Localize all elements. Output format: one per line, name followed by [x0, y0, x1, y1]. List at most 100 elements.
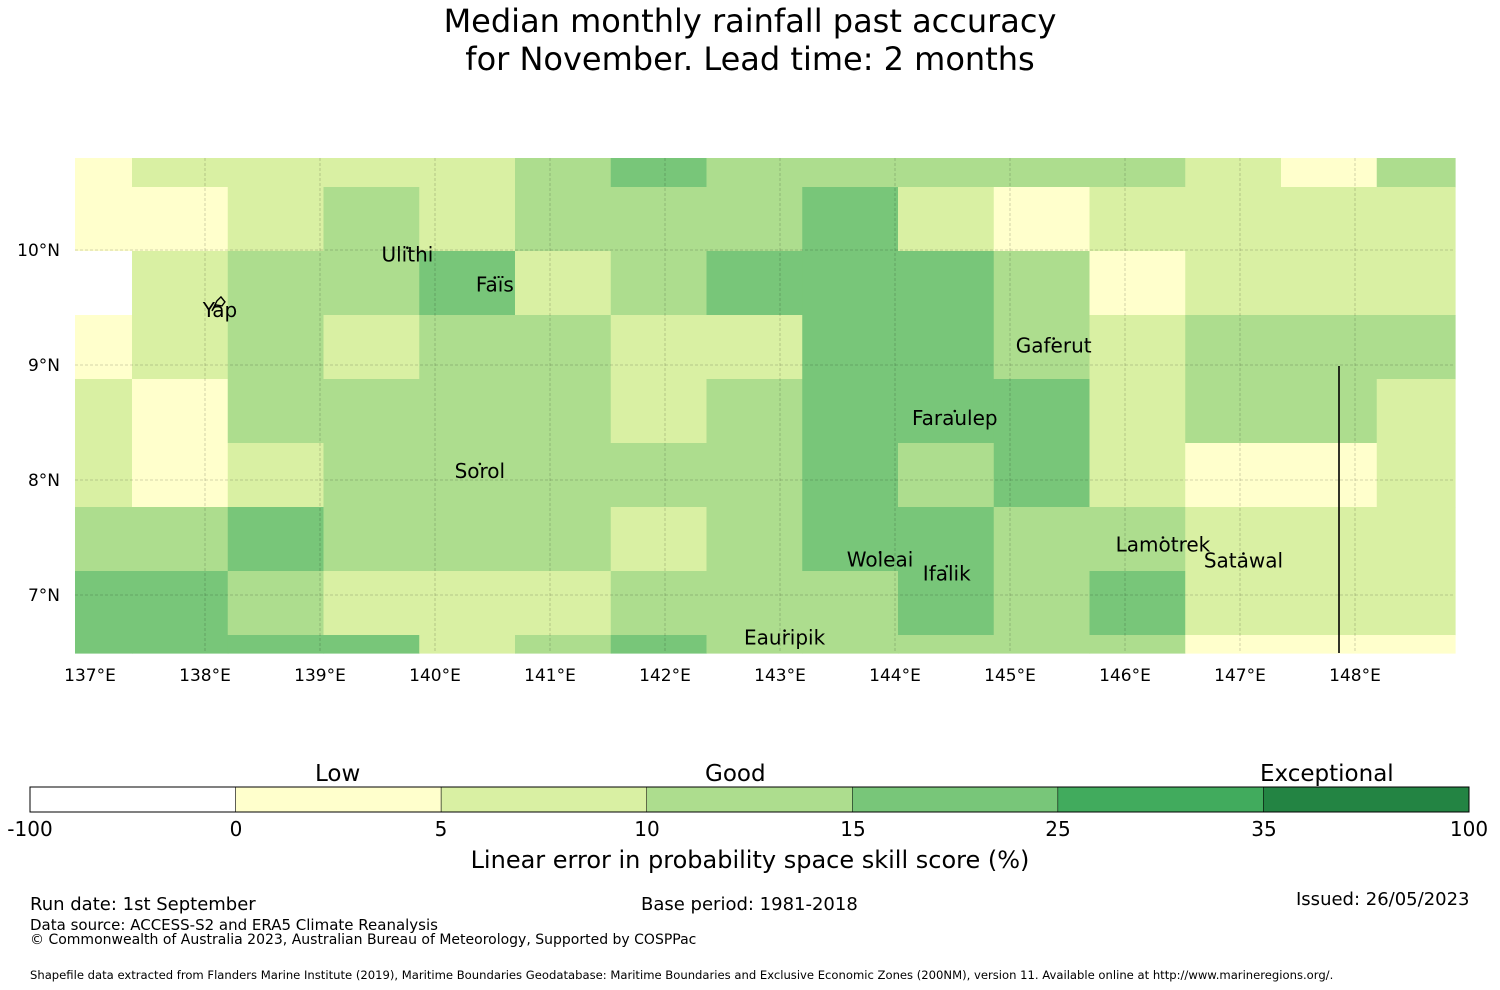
skill-cell: [132, 379, 229, 444]
colorbar-tick: 10: [634, 817, 660, 841]
colorbar-label: Linear error in probability space skill …: [470, 846, 1030, 874]
skill-cell: [993, 507, 1091, 572]
skill-cell: [706, 571, 803, 636]
skill-cell: [993, 251, 1091, 316]
skill-cell: [610, 507, 708, 572]
skill-cell: [993, 443, 1091, 508]
skill-cell: [1281, 158, 1378, 188]
skill-cell: [1185, 635, 1282, 654]
skill-cell: [227, 158, 325, 188]
skill-cell: [802, 251, 899, 316]
skill-cell: [227, 315, 325, 380]
island-marker: [878, 551, 882, 554]
skill-cell: [75, 443, 133, 508]
colorbar: [29, 786, 1470, 813]
skill-cell: [132, 507, 229, 572]
skill-cell: [323, 251, 420, 316]
skill-cell: [419, 507, 516, 572]
skill-cell: [323, 635, 420, 654]
longitude-label: 142°E: [639, 666, 691, 686]
skill-cell: [706, 507, 803, 572]
skill-cell: [610, 571, 708, 636]
skill-cell: [898, 379, 995, 444]
longitude-label: 144°E: [869, 666, 921, 686]
skill-cell: [227, 379, 325, 444]
skill-cell: [1376, 443, 1456, 508]
skill-cell: [75, 507, 133, 572]
skill-cell: [802, 379, 899, 444]
longitude-label: 137°E: [64, 666, 116, 686]
skill-cell: [1089, 507, 1186, 572]
colorbar-tick: 100: [1449, 817, 1489, 841]
skill-cell: [706, 443, 803, 508]
longitude-label: 146°E: [1099, 666, 1151, 686]
skill-cell: [1089, 379, 1186, 444]
island-marker: [1161, 536, 1165, 539]
skill-cell: [610, 315, 708, 380]
skill-cell: [1376, 379, 1456, 444]
skill-cell: [1185, 315, 1282, 380]
skill-cell: [802, 443, 899, 508]
skill-cell: [706, 635, 803, 654]
place-label: Satawal: [1204, 549, 1283, 573]
skill-cell: [1376, 251, 1456, 316]
data-source: Data source: ACCESS-S2 and ERA5 Climate …: [30, 916, 438, 934]
skill-cell: [1185, 507, 1282, 572]
skill-cell: [1089, 443, 1186, 508]
latitude-label: 8°N: [28, 471, 60, 491]
skill-cell: [1376, 187, 1456, 252]
island-marker: [406, 246, 409, 249]
skill-cell: [898, 635, 995, 654]
skill-cell: [515, 187, 612, 252]
skill-cell: [227, 635, 325, 654]
skill-cell: [1376, 571, 1456, 636]
colorbar-segment: [1263, 786, 1470, 813]
copyright-notice: © Commonwealth of Australia 2023, Austra…: [30, 932, 697, 948]
skill-cell: [802, 158, 899, 188]
issued-date: Issued: 26/05/2023: [1296, 889, 1470, 910]
longitude-label: 147°E: [1214, 666, 1266, 686]
skill-cell: [132, 315, 229, 380]
colorbar-tick: 25: [1045, 817, 1071, 841]
skill-cell: [132, 187, 229, 252]
longitude-label: 140°E: [409, 666, 461, 686]
skill-cell: [706, 315, 803, 380]
base-period: Base period: 1981-2018: [641, 894, 858, 915]
skill-cell: [1376, 635, 1456, 654]
skill-cell: [227, 571, 325, 636]
island-marker: [953, 409, 957, 413]
skill-cell: [75, 187, 133, 252]
colorbar-category-good: Good: [705, 761, 766, 787]
skill-cell: [802, 507, 899, 572]
skill-cell: [610, 251, 708, 316]
skill-cell: [898, 443, 995, 508]
skill-cell: [993, 315, 1091, 380]
island-marker: [1242, 552, 1245, 555]
skill-cell: [419, 187, 516, 252]
skill-cell: [610, 443, 708, 508]
skill-cell: [419, 571, 516, 636]
skill-cell: [132, 251, 229, 316]
skill-cell: [1281, 315, 1378, 380]
skill-cell: [898, 158, 995, 188]
skill-cell: [802, 187, 899, 252]
colorbar-tick: 35: [1251, 817, 1277, 841]
latitude-label: 7°N: [28, 586, 60, 606]
island-marker: [478, 462, 482, 466]
skill-cell: [75, 158, 133, 188]
skill-cell: [227, 187, 325, 252]
place-label: Yap: [202, 298, 237, 322]
island-outline: [211, 295, 226, 312]
skill-cell: [227, 251, 325, 316]
skill-cell: [419, 443, 516, 508]
map-title-line1: Median monthly rainfall past accuracy: [443, 2, 1057, 40]
place-label: Ulithi: [381, 243, 433, 267]
latitude-label: 10°N: [17, 241, 60, 261]
skill-cell: [993, 379, 1091, 444]
skill-cell: [323, 443, 420, 508]
graticule: [75, 158, 1455, 653]
colorbar-tick: -100: [7, 817, 53, 841]
skill-cell: [1376, 158, 1456, 188]
skill-cell: [1281, 571, 1378, 636]
skill-cell: [1281, 443, 1378, 508]
